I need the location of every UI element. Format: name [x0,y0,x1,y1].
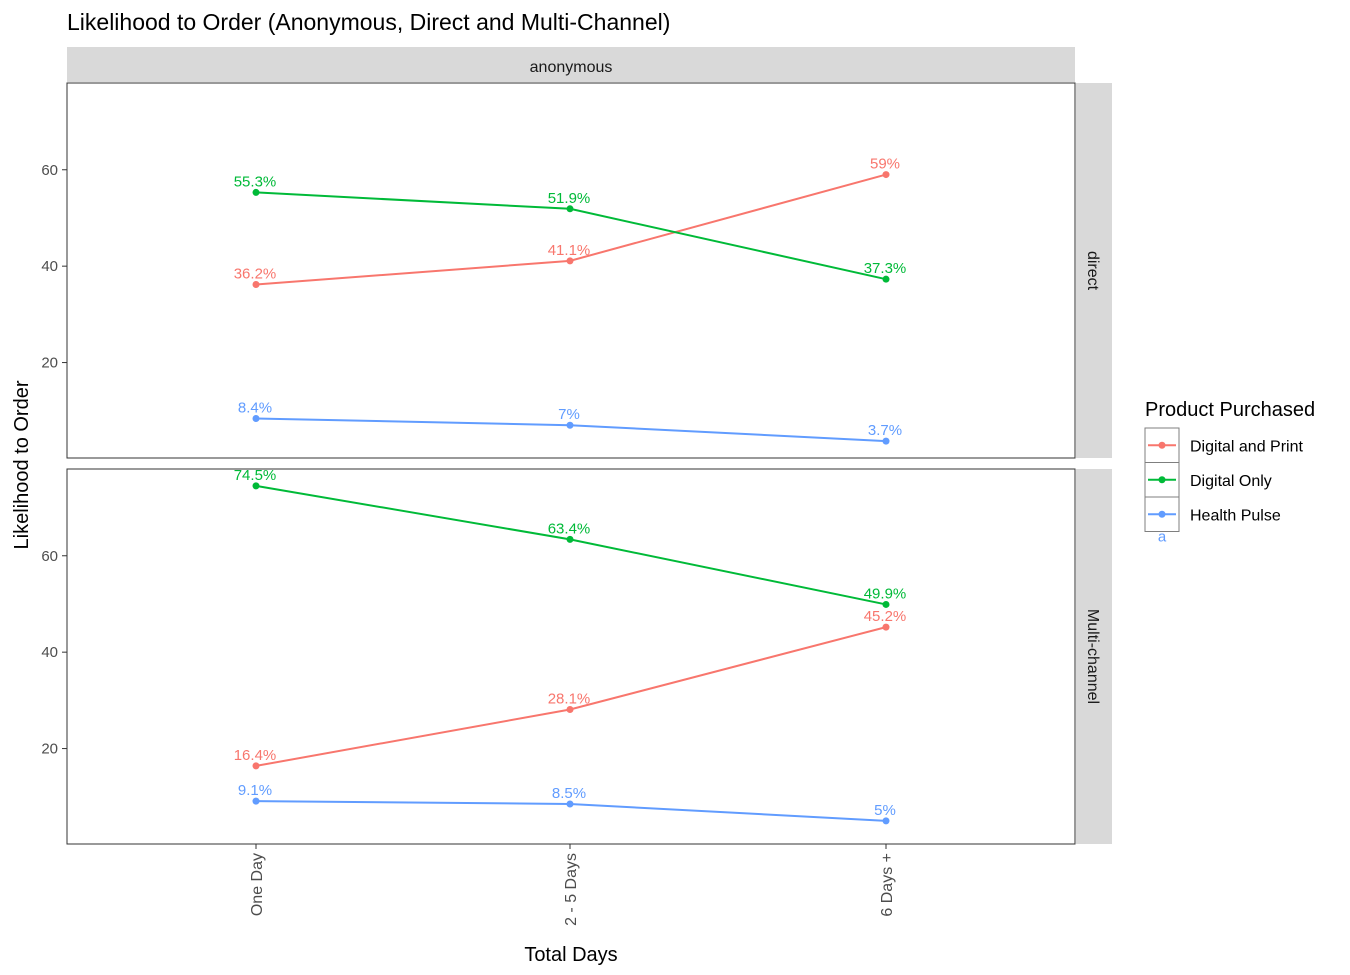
y-axis-title: Likelihood to Order [11,380,33,549]
data-point-digital-only [566,205,574,213]
row-strip-label: Multi-channel [1084,609,1101,704]
panel-multi-channel: 20 40 60 Multi-channel 16.4% 28.1% 45.2% 74.5% 6… [41,467,1112,845]
data-point-digital-only [252,482,260,490]
x-tick-label: One Day [249,853,266,916]
y-tick-label: 20 [41,741,58,758]
legend-label-digital-only: Digital Only [1190,473,1272,490]
data-label-digital-and-print: 36.2% [234,265,277,282]
legend-label-digital-and-print: Digital and Print [1190,438,1304,455]
data-point-digital-and-print [252,280,260,288]
data-point-digital-and-print [882,171,890,179]
data-label-health-pulse: 5% [874,802,896,819]
panels: 20 40 60 direct 36.2% 41.1% 59% 55.3% 51.9% 37.3%… [41,82,1112,845]
x-tick-label: 2 - 5 Days [563,853,580,926]
data-label-digital-only: 63.4% [548,520,591,537]
data-point-digital-only [252,188,260,196]
data-point-digital-and-print [566,706,574,714]
panel-frame [66,468,1076,845]
data-point-health-pulse [566,421,574,429]
data-point-health-pulse [252,797,260,805]
data-label-digital-and-print: 59% [870,156,900,173]
data-label-digital-and-print: 41.1% [548,242,591,259]
data-point-health-pulse [882,817,890,825]
data-point-digital-and-print [566,257,574,265]
row-strip [1076,83,1112,458]
y-tick-label: 40 [41,258,58,275]
legend-title: Product Purchased [1145,399,1315,421]
data-label-health-pulse: 8.5% [552,785,586,802]
legend: Product Purchased Digital and Print Digit… [1144,399,1315,546]
data-point-digital-only [882,275,890,283]
legend-stray-label: a [1158,529,1167,546]
legend-key-point [1158,441,1166,449]
chart-title: Likelihood to Order (Anonymous, Direct a… [67,9,670,35]
data-label-health-pulse: 3.7% [868,422,902,439]
row-strip-label: direct [1084,251,1101,291]
y-tick-label: 40 [41,644,58,661]
data-label-health-pulse: 7% [558,406,580,423]
panel-frame [66,82,1076,459]
y-tick-label: 60 [41,548,58,565]
column-strip [67,47,1075,82]
data-point-health-pulse [566,800,574,808]
row-strip [1076,469,1112,844]
x-axis-title: Total Days [524,944,617,966]
x-tick-label: 6 Days + [879,853,896,917]
data-point-digital-and-print [882,623,890,631]
data-label-health-pulse: 8.4% [238,399,272,416]
data-point-health-pulse [252,414,260,422]
data-point-digital-only [566,535,574,543]
data-label-digital-only: 37.3% [864,260,907,277]
data-point-digital-only [882,600,890,608]
data-label-digital-and-print: 16.4% [234,747,277,764]
data-label-digital-and-print: 45.2% [864,608,907,625]
data-label-digital-only: 49.9% [864,585,907,602]
y-tick-label: 20 [41,355,58,372]
data-label-digital-and-print: 28.1% [548,691,591,708]
panel-direct: 20 40 60 direct 36.2% 41.1% 59% 55.3% 51.9% 37.3%… [41,82,1112,459]
y-tick-label: 60 [41,162,58,179]
column-strip-label: anonymous [530,59,613,76]
data-point-health-pulse [882,437,890,445]
data-point-digital-and-print [252,762,260,770]
legend-key-point [1158,510,1166,518]
x-axis: One Day 2 - 5 Days 6 Days + [249,844,896,926]
legend-label-health-pulse: Health Pulse [1190,507,1281,524]
data-label-digital-only: 74.5% [234,467,277,484]
data-label-digital-only: 51.9% [548,190,591,207]
data-label-digital-only: 55.3% [234,173,277,190]
legend-key-point [1158,476,1166,484]
data-label-health-pulse: 9.1% [238,782,272,799]
